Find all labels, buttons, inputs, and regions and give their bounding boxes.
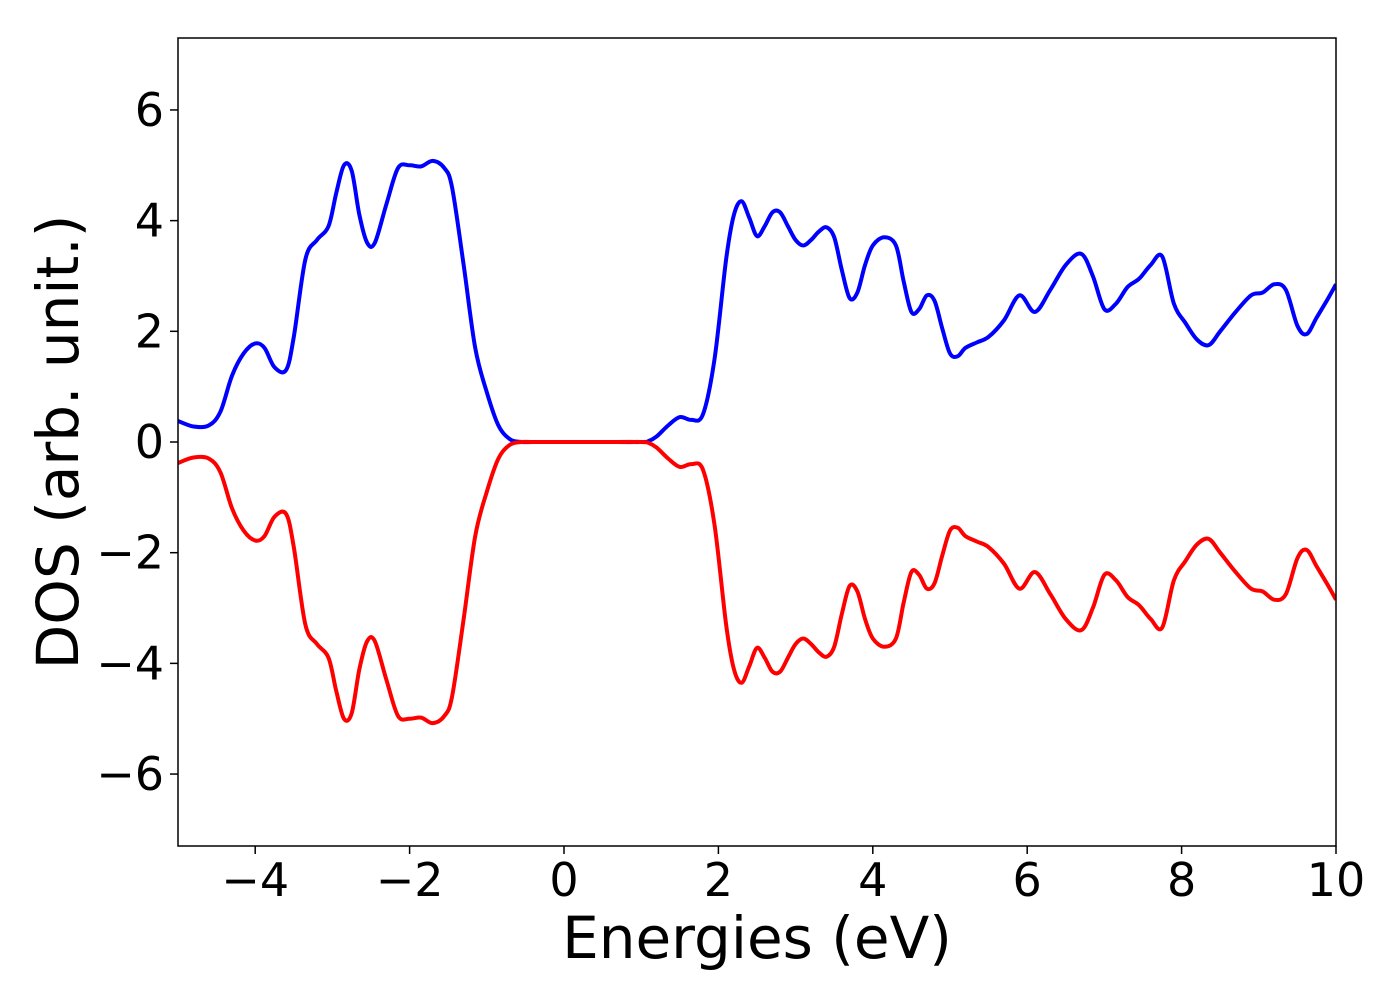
plot-frame [177,37,1337,847]
x-axis-ticks: −4 −2 0 2 4 6 8 10 [221,846,1365,907]
y-axis-label: DOS (arb. unit.) [24,215,92,670]
x-tick-label: 6 [1013,853,1042,907]
y-tick-label: −2 [96,526,164,580]
series-line-1 [178,439,1336,726]
x-tick-label: 2 [704,853,733,907]
y-tick-label: 6 [135,83,164,137]
y-tick-label: 2 [135,304,164,358]
y-axis-ticks: −6 −4 −2 0 2 4 6 [96,83,178,801]
x-tick-label: −4 [221,853,289,907]
x-axis-label: Energies (eV) [562,904,952,972]
x-tick-label: 0 [549,853,578,907]
y-tick-label: −6 [96,747,164,801]
y-tick-label: −4 [96,636,164,690]
series-line-0 [178,158,1336,445]
y-tick-label: 4 [135,194,164,248]
x-tick-label: −2 [376,853,444,907]
x-tick-label: 8 [1167,853,1196,907]
series-layer [178,158,1336,726]
y-tick-label: 0 [135,415,164,469]
x-tick-label: 4 [858,853,887,907]
x-tick-label: 10 [1307,853,1366,907]
